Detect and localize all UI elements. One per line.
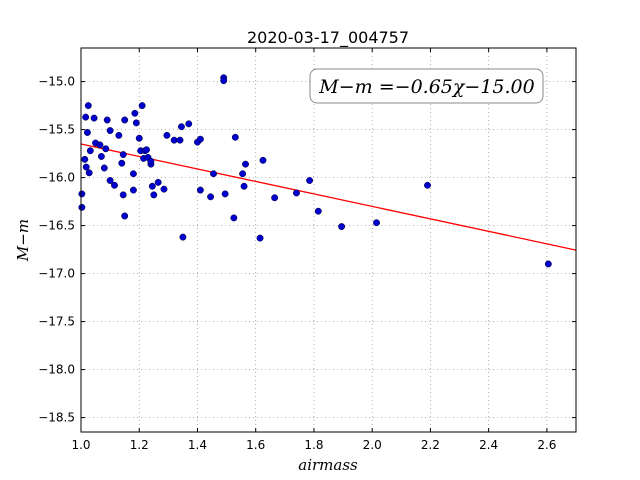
data-point [100,164,108,172]
data-point [138,102,146,110]
x-tick-label: 2.6 [537,438,556,452]
data-point [239,170,247,178]
data-point [338,223,346,231]
data-point [135,134,143,142]
plot-frame [80,47,577,433]
data-point [78,190,86,198]
data-point [129,186,137,194]
y-tick-label: −18.0 [38,363,75,377]
data-point [293,189,300,197]
data-point [90,114,98,122]
data-point [373,219,380,227]
data-point [131,109,139,117]
data-point [231,133,239,141]
data-point [86,147,94,155]
data-point [147,157,155,165]
x-tick-label: 1.8 [304,438,323,452]
data-point [196,186,204,194]
data-point [85,169,93,177]
data-point [121,212,129,220]
data-point [160,185,168,193]
data-point [150,191,158,199]
data-point [196,135,204,143]
data-point [118,159,126,167]
data-point [102,145,110,153]
data-point [84,102,92,110]
x-tick-label: 1.6 [246,438,265,452]
data-point [103,116,111,124]
grid [80,48,576,432]
data-point [210,170,217,178]
x-tick-label: 1.4 [188,438,207,452]
y-tick-label: −15.5 [38,123,75,137]
fit-line [80,143,577,251]
data-point [163,131,171,139]
data-point [221,190,229,198]
data-point [271,194,279,202]
data-point [240,182,248,190]
data-point [170,136,178,144]
data-point [185,120,193,128]
data-point [148,182,156,190]
y-axis-label: M−m [14,219,32,262]
data-point [178,123,185,131]
data-point [78,203,86,211]
data-points [78,74,552,268]
x-tick-label: 2.2 [421,438,440,452]
data-point [424,181,431,189]
data-point [119,151,127,159]
data-point [306,177,314,184]
data-point [106,127,114,135]
data-point [242,160,249,168]
data-point [220,77,228,85]
data-point [83,129,91,136]
axis-ticks: 1.0 1.2 1.4 1.6 1.8 2.0 2.2 2.4 2.6 −15.0 −15.5 −16… [38,48,576,452]
fit-equation-box [309,68,544,104]
y-tick-label: −17.0 [38,267,75,281]
x-tick-label: 2.4 [479,438,498,452]
data-point [96,141,104,149]
data-point [132,119,140,127]
data-point [256,234,264,242]
x-tick-label: 2.0 [363,438,382,452]
data-point [115,131,123,139]
fit-equation: M−m =−0.65χ−15.00 [318,76,534,98]
data-point [259,156,267,164]
data-point [119,191,127,199]
data-point [111,181,118,189]
y-tick-label: −15.0 [38,75,75,89]
y-tick-label: −17.5 [38,315,75,329]
data-point [106,177,114,184]
data-point [230,214,238,222]
x-axis-label: airmass [298,456,358,474]
data-point [143,146,150,154]
data-point [154,178,162,186]
chart-title: 2020-03-17_004757 [247,28,409,48]
data-point [544,260,552,268]
data-point [314,207,322,215]
data-point [176,136,184,144]
data-point [207,193,215,201]
y-tick-label: −16.5 [38,219,75,233]
data-point [82,163,90,171]
data-point [129,170,137,178]
y-tick-label: −16.0 [38,171,75,185]
data-point [81,155,89,163]
data-point [82,113,90,121]
y-tick-label: −18.5 [38,411,75,425]
x-tick-label: 1.0 [71,438,90,452]
data-point [179,233,187,241]
x-tick-label: 1.2 [130,438,149,452]
data-point [97,153,105,160]
data-point [121,116,129,124]
